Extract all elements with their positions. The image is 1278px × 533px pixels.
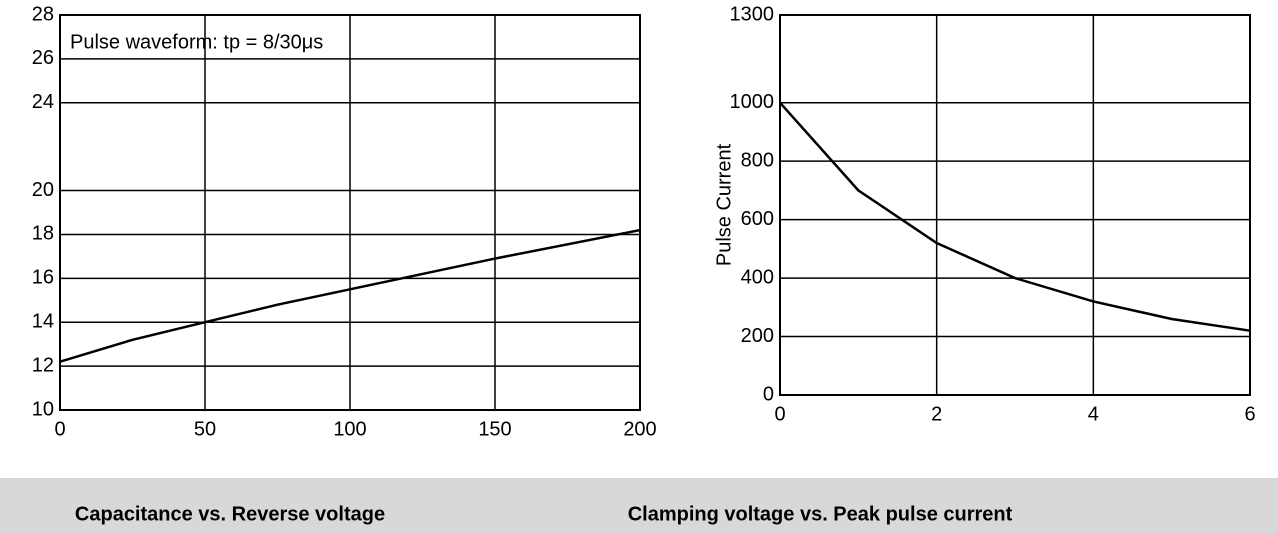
y-tick-label: 20	[32, 179, 54, 201]
x-tick-label: 50	[194, 418, 216, 440]
series-line	[779, 101, 1251, 332]
series-line	[59, 228, 641, 363]
y-tick-label: 16	[32, 267, 54, 289]
x-tick-label: 200	[623, 418, 656, 440]
chart-title: Capacitance vs. Reverse voltage	[75, 503, 385, 525]
y-tick-label: 400	[741, 266, 774, 288]
y-tick-label: 12	[32, 354, 54, 376]
y-axis-label: Pulse Current	[713, 143, 735, 266]
x-tick-label: 0	[774, 403, 785, 425]
x-tick-label: 4	[1088, 403, 1099, 425]
y-tick-label: 800	[741, 149, 774, 171]
y-tick-label: 28	[32, 3, 54, 25]
y-tick-label: 24	[32, 91, 54, 113]
x-tick-label: 6	[1244, 403, 1255, 425]
plot-frame	[779, 14, 1251, 396]
x-tick-label: 2	[931, 403, 942, 425]
x-tick-label: 100	[333, 418, 366, 440]
y-tick-label: 200	[741, 325, 774, 347]
y-tick-label: 10	[32, 398, 54, 420]
y-tick-label: 18	[32, 223, 54, 245]
annotation: Pulse waveform: tp = 8/30μs	[70, 31, 323, 53]
y-tick-label: 26	[32, 47, 54, 69]
caption-band	[0, 478, 1278, 533]
y-tick-label: 1000	[730, 91, 775, 113]
x-tick-label: 150	[478, 418, 511, 440]
x-tick-label: 0	[54, 418, 65, 440]
chart-title: Clamping voltage vs. Peak pulse current	[628, 503, 1013, 525]
y-tick-label: 0	[763, 383, 774, 405]
y-tick-label: 14	[32, 311, 54, 333]
y-tick-label: 1300	[730, 3, 775, 25]
y-tick-label: 600	[741, 208, 774, 230]
